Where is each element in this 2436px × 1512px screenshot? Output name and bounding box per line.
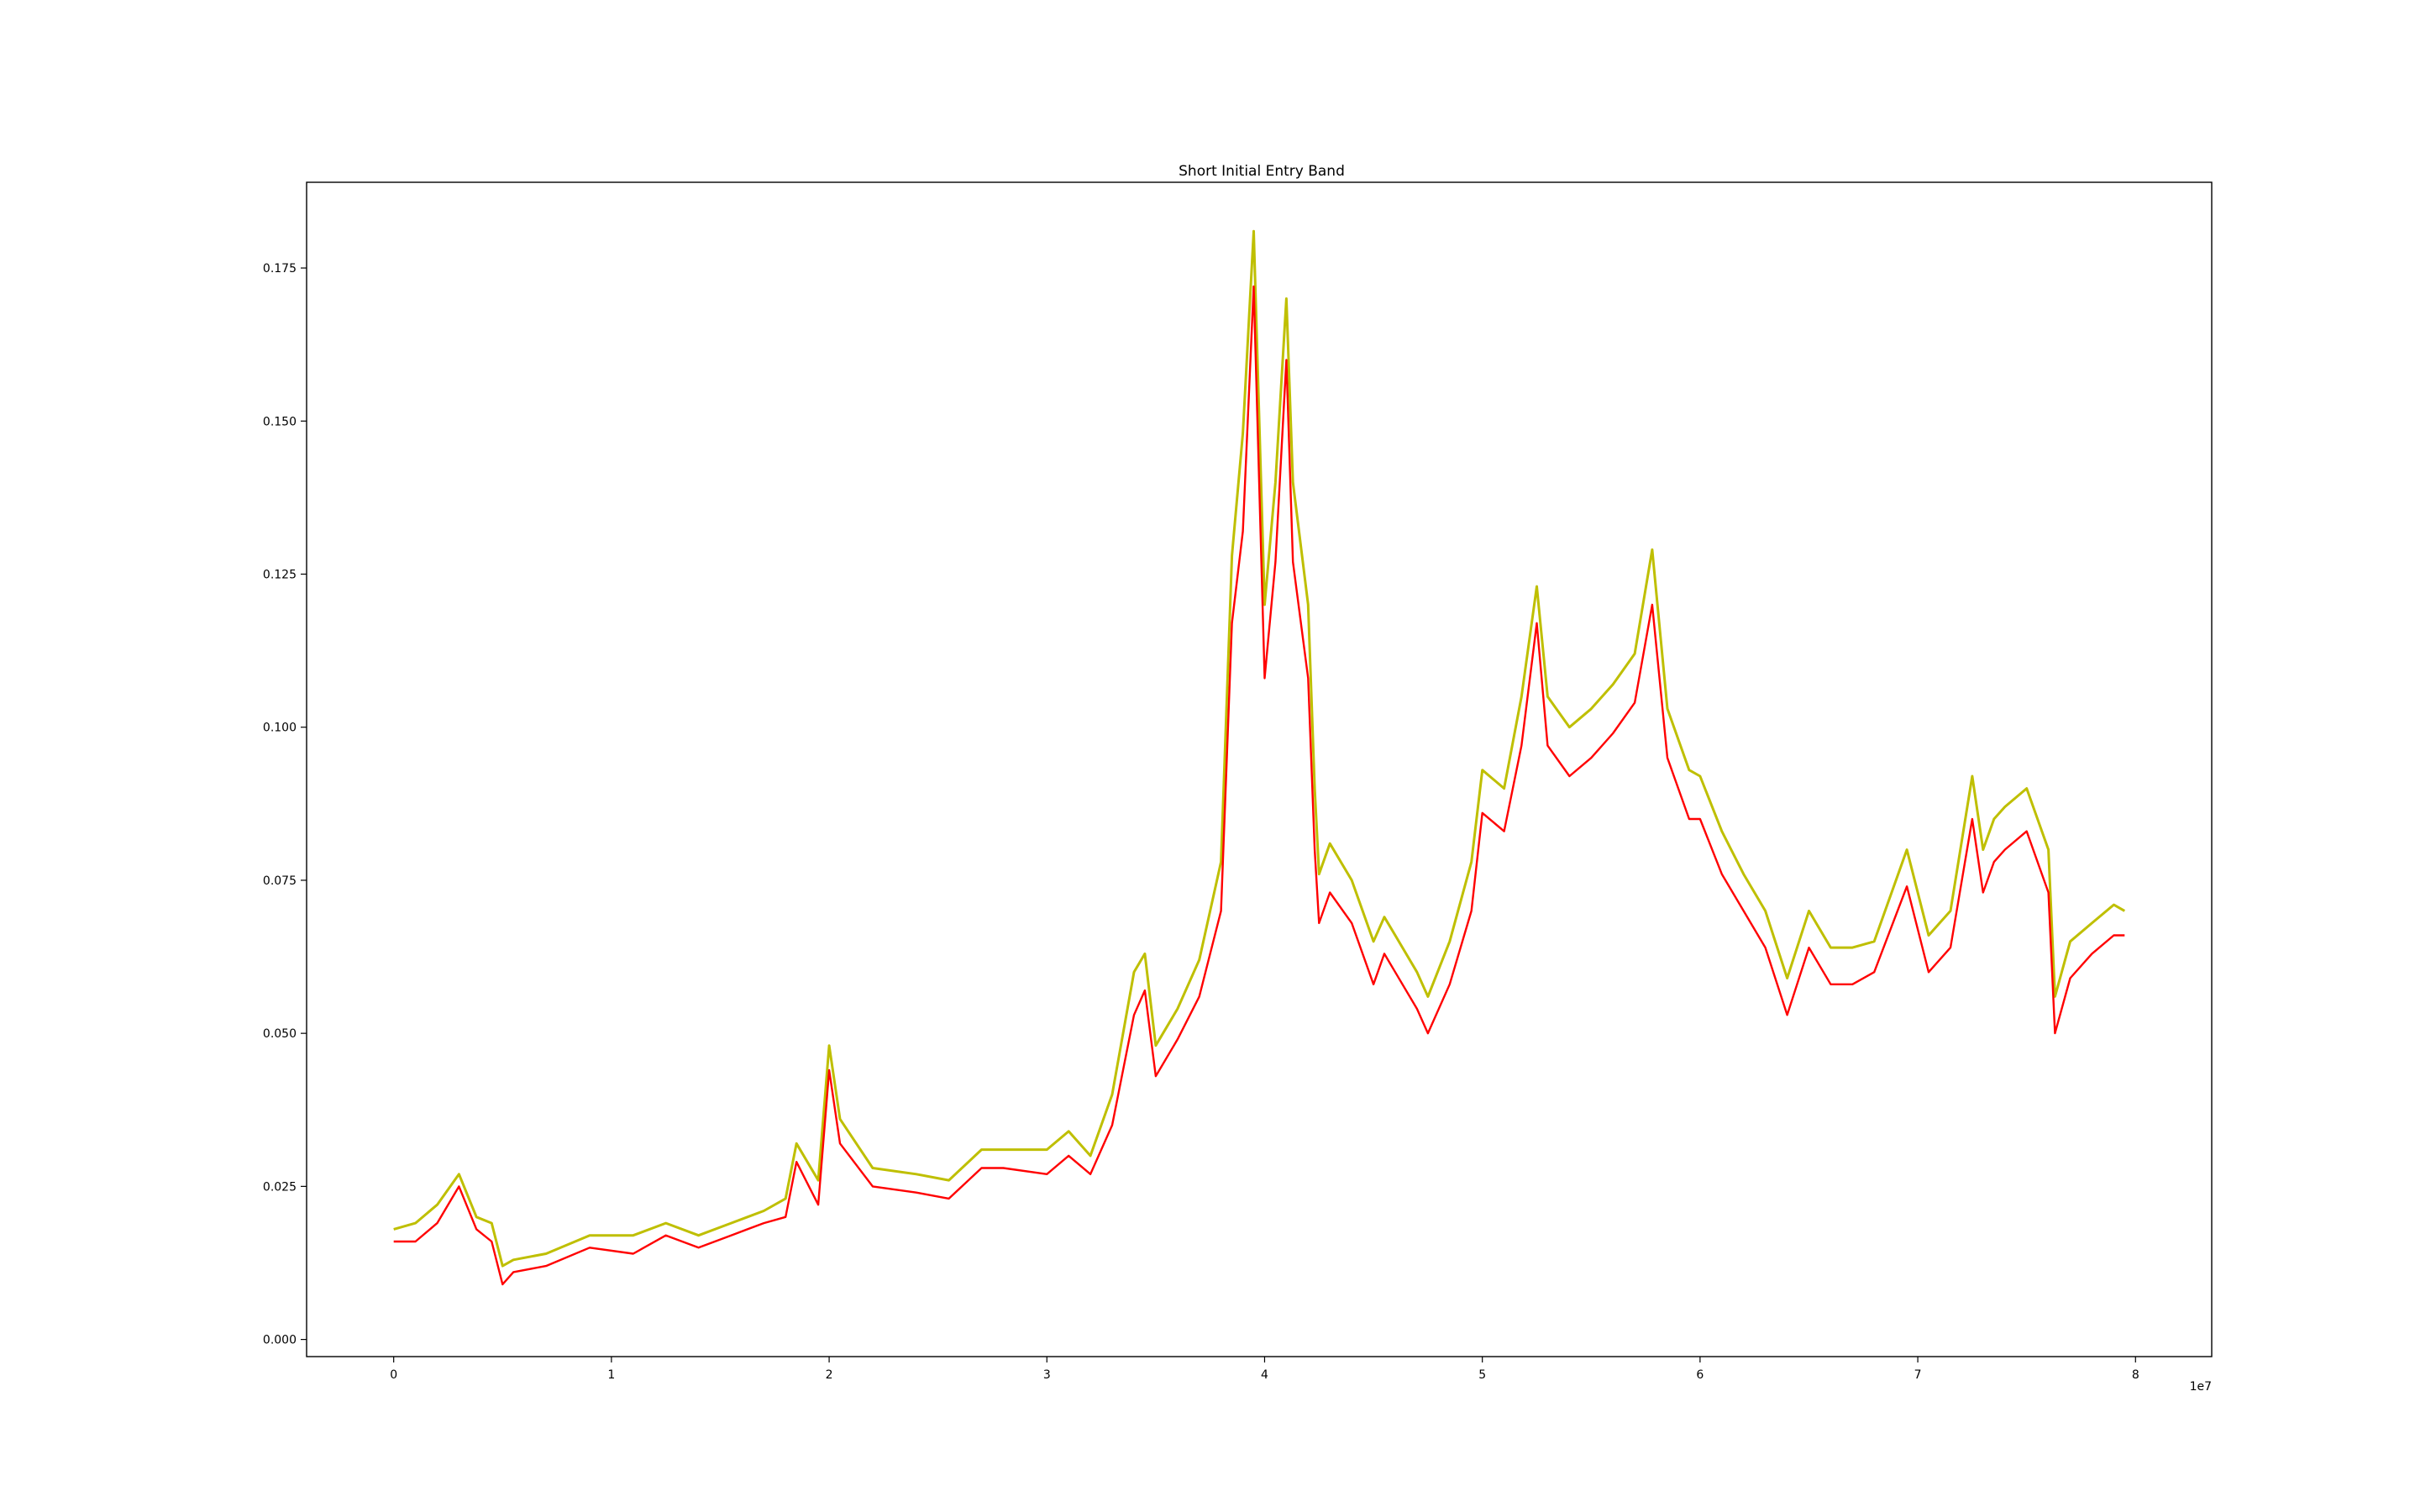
- x-tick-label: 4: [1261, 1368, 1268, 1382]
- y-axis: 0.000 0.025 0.050 0.075 0.100 0.125 0.150 0.175: [263, 262, 307, 1347]
- y-tick-label: 0.075: [263, 874, 297, 888]
- series-line-1: [393, 229, 2126, 1268]
- y-tick-label: 0.000: [263, 1334, 297, 1347]
- x-tick-label: 8: [2132, 1368, 2139, 1382]
- x-axis-offset-label: 1e7: [2190, 1380, 2212, 1394]
- y-tick-label: 0.150: [263, 415, 297, 428]
- series-line-2: [393, 285, 2125, 1286]
- y-tick-label: 0.100: [263, 722, 297, 735]
- x-tick-label: 0: [390, 1368, 397, 1382]
- x-tick-label: 1: [607, 1368, 615, 1382]
- x-axis: 0 1 2 3 4 5 6 7 8: [390, 1357, 2139, 1382]
- y-tick-label: 0.050: [263, 1027, 297, 1041]
- plot-area: 0 1 2 3 4 5 6 7 8 0.000 0.025 0.050 0.075 0.100 0.125…: [263, 181, 2213, 1394]
- x-tick-label: 2: [826, 1368, 833, 1382]
- x-tick-label: 6: [1696, 1368, 1704, 1382]
- x-tick-label: 3: [1043, 1368, 1051, 1382]
- x-tick-label: 7: [1914, 1368, 1922, 1382]
- x-tick-label: 5: [1478, 1368, 1486, 1382]
- axes-frame: [306, 181, 2213, 1357]
- y-tick-label: 0.125: [263, 568, 297, 581]
- y-tick-label: 0.025: [263, 1180, 297, 1194]
- series-layer: [393, 229, 2126, 1286]
- chart-title: Short Initial Entry Band: [1179, 163, 1345, 180]
- y-tick-label: 0.175: [263, 262, 297, 276]
